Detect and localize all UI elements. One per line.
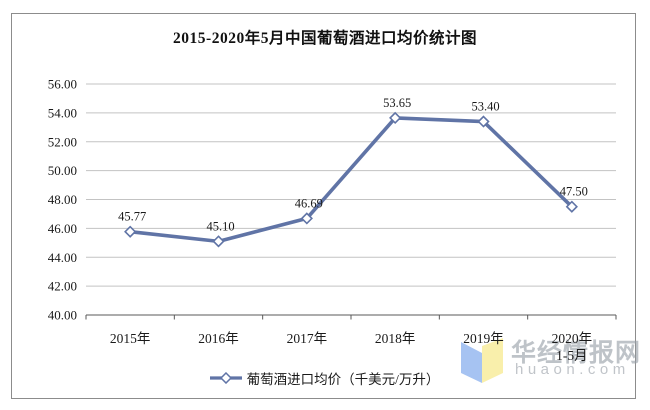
data-point-marker [565, 200, 578, 213]
x-axis-category-label: 2018年 [375, 331, 416, 346]
y-axis-tick-label: 56.00 [48, 77, 77, 92]
legend-line-diamond-icon [209, 372, 242, 384]
data-point-label: 45.77 [118, 210, 146, 224]
y-axis-tick-label: 46.00 [48, 221, 77, 236]
y-axis-tick-label: 52.00 [48, 134, 77, 149]
x-axis-category-label: 2016年 [198, 331, 239, 346]
logo-right-page [482, 338, 503, 383]
logo-left-page [461, 342, 482, 383]
chart-title: 2015-2020年5月中国葡萄酒进口均价统计图 [173, 30, 477, 47]
x-axis-category-label: 2019年 [463, 331, 504, 346]
data-point-label: 47.50 [560, 185, 588, 199]
y-axis-tick-label: 40.00 [48, 308, 77, 323]
watermark-domain: huaon.com [515, 361, 630, 378]
data-point-marker [212, 235, 225, 248]
data-point-marker [300, 212, 313, 225]
data-point-label: 53.65 [383, 96, 411, 110]
y-axis-tick-label: 54.00 [48, 105, 77, 120]
x-axis-category-label: 1-5月 [556, 348, 588, 363]
x-axis-category-label: 2017年 [287, 331, 328, 346]
y-axis-tick-label: 48.00 [48, 192, 77, 207]
y-axis-tick-label: 42.00 [48, 279, 77, 294]
x-axis-category-label: 2015年 [110, 331, 151, 346]
legend: 葡萄酒进口均价（千美元/万升） [12, 365, 636, 391]
huaon-logo-icon [461, 338, 503, 383]
data-point-label: 45.10 [206, 219, 234, 233]
legend-series-label: 葡萄酒进口均价（千美元/万升） [246, 372, 440, 387]
data-point-marker [389, 111, 402, 125]
data-point-label: 53.40 [471, 100, 499, 114]
y-axis-tick-label: 50.00 [48, 163, 77, 178]
series-line [128, 116, 574, 244]
chart-frame [11, 13, 636, 399]
y-axis-tick-label: 44.00 [48, 250, 77, 265]
data-point-label: 46.69 [295, 196, 323, 210]
watermark-site-name: 华经情报网 [511, 340, 642, 367]
data-point-marker [124, 225, 137, 238]
x-axis-category-label: 2020年 [552, 331, 593, 346]
data-point-marker [477, 115, 490, 128]
